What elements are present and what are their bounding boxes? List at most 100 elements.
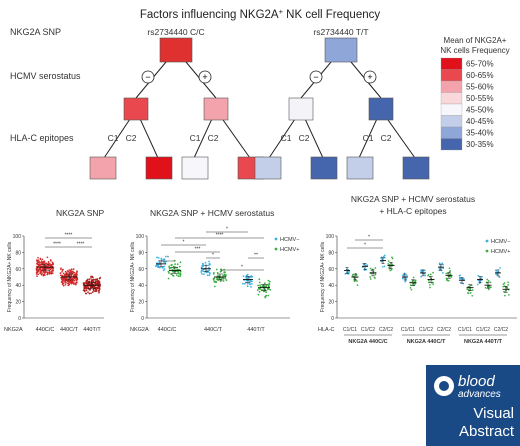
legend-title-line2: NK cells Frequency <box>440 46 509 55</box>
data-point <box>487 280 490 282</box>
blood-drop-inner <box>439 381 449 391</box>
data-point <box>258 290 261 293</box>
data-point <box>387 263 390 265</box>
data-point <box>458 274 461 277</box>
data-point <box>170 273 173 275</box>
data-point <box>61 270 63 273</box>
data-point <box>173 270 176 273</box>
data-point <box>355 274 358 276</box>
data-point <box>256 289 259 291</box>
data-point <box>409 284 412 287</box>
data-point <box>157 266 159 268</box>
data-point <box>73 283 75 285</box>
data-point <box>157 257 160 259</box>
data-point <box>481 275 483 278</box>
data-point <box>41 261 44 264</box>
data-point <box>87 287 90 289</box>
data-point <box>487 288 490 291</box>
data-point <box>259 285 262 288</box>
data-point <box>242 275 245 278</box>
panel3-legend-pos: HCMV+ <box>491 249 510 255</box>
data-point <box>72 270 74 273</box>
data-point <box>429 283 431 286</box>
data-point <box>502 283 505 285</box>
data-point <box>84 286 86 288</box>
panel3-group-label: NKG2A 440C/T <box>407 339 446 345</box>
leaf-label: C1 <box>190 133 201 143</box>
data-point <box>203 273 205 276</box>
data-point <box>258 281 261 284</box>
data-point <box>40 271 42 273</box>
data-point <box>48 269 51 272</box>
data-point <box>91 291 94 293</box>
sig-label: * <box>212 253 214 259</box>
data-point <box>467 292 470 295</box>
data-point <box>381 265 384 268</box>
data-point <box>201 264 204 267</box>
data-point <box>213 272 215 274</box>
data-point <box>490 286 492 289</box>
data-point <box>165 255 167 258</box>
data-point <box>85 289 88 292</box>
leaf-label: C1 <box>108 133 119 143</box>
legend-label: 50-55% <box>466 94 494 103</box>
legend-swatch <box>440 126 463 139</box>
data-point <box>88 292 91 295</box>
data-point <box>446 278 448 281</box>
data-point <box>179 261 182 264</box>
data-point <box>75 279 78 282</box>
data-point <box>362 262 365 265</box>
data-point <box>390 268 393 271</box>
panel2-y-tick-label: 20 <box>138 300 144 306</box>
data-point <box>59 274 62 277</box>
left-leaf-box-2 <box>145 156 173 180</box>
data-point <box>507 284 509 286</box>
data-point <box>64 275 67 277</box>
data-point <box>40 260 43 262</box>
sig-label: ** <box>254 253 258 259</box>
panel1-y-tick-label: 80 <box>15 250 21 256</box>
data-point <box>498 275 500 278</box>
sig-label: **** <box>216 233 224 239</box>
data-point <box>428 275 431 278</box>
data-point <box>70 281 72 284</box>
data-point <box>471 294 474 297</box>
leaf-label: C2 <box>208 133 219 143</box>
data-point <box>179 275 182 277</box>
data-point <box>267 279 270 282</box>
data-point <box>369 276 371 278</box>
right-leaf-box-3 <box>346 156 374 180</box>
data-point <box>69 271 72 273</box>
data-point <box>93 287 96 290</box>
panel3-subgroup-label: C2/C2 <box>494 327 508 333</box>
sig-label: * <box>226 227 228 233</box>
data-point <box>176 263 179 266</box>
data-point <box>51 264 53 266</box>
data-point <box>404 280 406 283</box>
data-point <box>38 267 41 270</box>
data-point <box>449 273 452 275</box>
data-point <box>49 268 52 271</box>
data-point <box>432 283 435 286</box>
data-point <box>88 288 91 291</box>
data-point <box>90 292 92 295</box>
data-point <box>250 283 253 285</box>
data-point <box>61 281 64 283</box>
left-pos-box <box>203 97 229 121</box>
data-point <box>374 277 376 279</box>
data-point <box>179 272 182 275</box>
data-point <box>365 268 368 271</box>
data-point <box>161 266 164 269</box>
panel1-group-label: 440C/C <box>36 327 55 333</box>
legend-swatch <box>440 92 463 105</box>
data-point <box>250 286 252 288</box>
panel3-y-label: Frequency of NKG2A+ NK cells <box>320 241 326 312</box>
badge-visual: Visual <box>473 405 514 422</box>
data-point <box>156 256 158 259</box>
panel1-y-tick-label: 100 <box>13 234 22 240</box>
data-point <box>65 278 68 280</box>
data-point <box>51 269 54 272</box>
data-point <box>421 270 424 273</box>
sig-label: * <box>167 256 169 262</box>
data-point <box>45 267 48 269</box>
